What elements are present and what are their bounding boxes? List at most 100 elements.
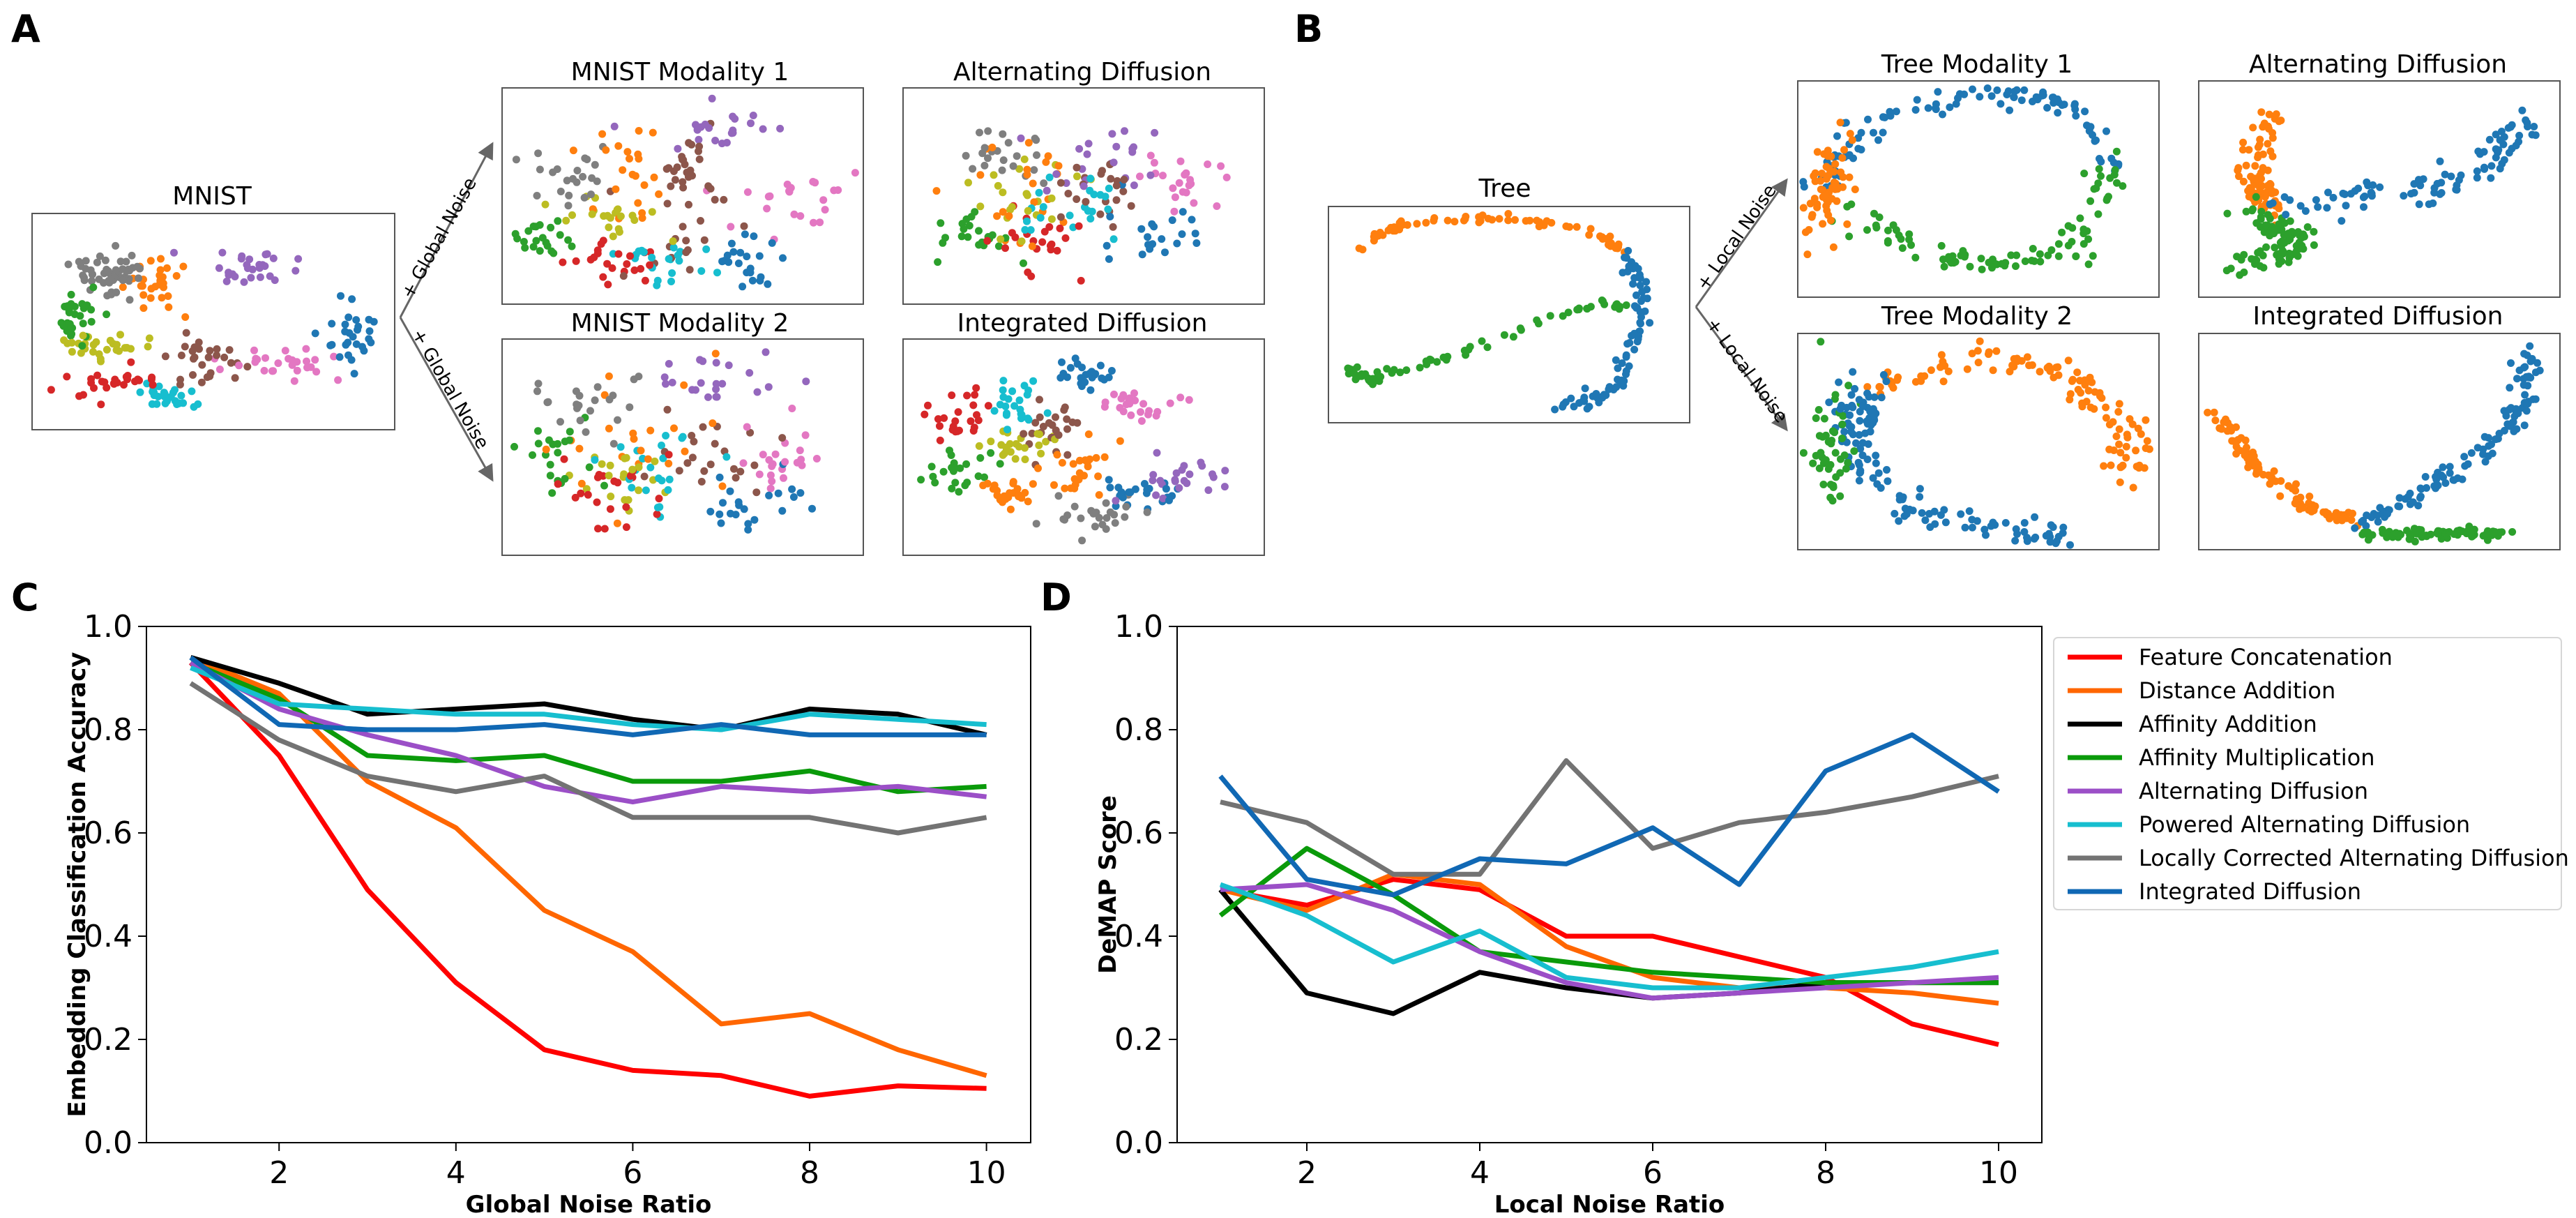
scatter-point [139, 291, 148, 299]
scatter-point [2441, 170, 2449, 179]
scatter-point [614, 416, 621, 424]
scatter-point [622, 523, 630, 532]
scatter-point [653, 510, 661, 518]
b-integrated-diffusion-title: Integrated Diffusion [2253, 302, 2503, 331]
scatter-point [2119, 461, 2127, 469]
scatter-point [106, 336, 114, 345]
scatter-point [1111, 519, 1119, 527]
scatter-point [1146, 171, 1155, 179]
scatter-point [198, 361, 206, 369]
scatter-point [1054, 431, 1063, 439]
scatter-point [999, 130, 1007, 138]
scatter-point [605, 424, 613, 433]
scatter-point [1872, 221, 1880, 230]
scatter-point [2100, 462, 2108, 470]
scatter-point [734, 260, 743, 267]
scatter-point [669, 237, 677, 246]
scatter-point [182, 329, 190, 337]
scatter-point [741, 230, 749, 239]
scatter-point [927, 463, 936, 471]
scatter-point [1158, 235, 1166, 243]
scatter-point [1413, 220, 1421, 228]
scatter-point [796, 446, 804, 455]
scatter-point [1570, 403, 1578, 411]
scatter-point [1614, 364, 1622, 373]
scatter-point [709, 419, 717, 428]
scatter-point [1818, 170, 1826, 178]
scatter-point [1161, 248, 1169, 257]
mnist-modality-1-scatter [511, 94, 859, 291]
scatter-point [566, 436, 574, 444]
scatter-point [2097, 172, 2105, 180]
legend-entry: Powered Alternating Diffusion [2139, 811, 2470, 838]
scatter-point [2496, 165, 2504, 173]
scatter-point [1533, 316, 1541, 324]
scatter-point [1927, 366, 1935, 375]
scatter-point [1116, 437, 1124, 445]
scatter-point [595, 471, 603, 479]
scatter-point [653, 276, 662, 285]
scatter-point [2054, 363, 2062, 371]
scatter-point [590, 253, 598, 262]
scatter-point [1107, 367, 1116, 375]
scatter-point [2416, 494, 2424, 502]
scatter-point [1178, 230, 1186, 239]
scatter-point [776, 124, 785, 133]
scatter-point [1585, 231, 1593, 239]
scatter-point [646, 261, 654, 269]
scatter-point [1029, 480, 1037, 488]
scatter-point [2006, 106, 2014, 114]
scatter-point [626, 155, 633, 163]
scatter-point [1630, 345, 1639, 354]
demap-y-tick-label: 1.0 [1114, 609, 1163, 645]
scatter-point [97, 400, 105, 409]
scatter-point [2252, 193, 2260, 201]
scatter-point [669, 243, 678, 252]
tree-modality-2-scatter [1799, 337, 2153, 549]
scatter-point [120, 381, 128, 389]
scatter-point [1036, 413, 1044, 421]
scatter-point [1086, 215, 1095, 223]
scatter-point [547, 247, 556, 255]
scatter-point [533, 387, 541, 396]
scatter-point [2257, 169, 2265, 176]
scatter-point [599, 273, 607, 281]
scatter-point [341, 320, 349, 329]
scatter-point [1052, 170, 1061, 179]
scatter-point [697, 478, 706, 486]
scatter-point [47, 386, 55, 394]
scatter-point [1636, 281, 1644, 290]
accuracy-line-chart: 0.0 0.2 0.4 0.6 0.8 1.0 2 4 6 8 10 Global Noise Rat… [63, 609, 1031, 1218]
scatter-point [1847, 423, 1856, 431]
accuracy-x-tick-label: 2 [269, 1155, 289, 1191]
accuracy-y-tick-label: 0.2 [84, 1022, 132, 1058]
scatter-point [112, 288, 121, 296]
scatter-point [2432, 475, 2441, 483]
scatter-point [2242, 207, 2250, 216]
scatter-point [1969, 85, 1976, 93]
scatter-point [727, 223, 735, 231]
scatter-point [796, 489, 805, 497]
scatter-point [821, 206, 829, 214]
scatter-point [1029, 377, 1038, 385]
scatter-point [2245, 193, 2253, 201]
scatter-point [695, 147, 702, 156]
scatter-point [1088, 368, 1096, 376]
scatter-point [2341, 190, 2349, 198]
scatter-point [1864, 115, 1872, 123]
scatter-point [1402, 366, 1411, 375]
scatter-point [612, 185, 620, 193]
scatter-point [1965, 507, 1973, 516]
scatter-point [1559, 403, 1567, 411]
accuracy-y-tick-label: 0.0 [84, 1125, 132, 1161]
scatter-point [2463, 527, 2471, 535]
scatter-point [996, 460, 1004, 468]
scatter-point [1112, 502, 1120, 510]
scatter-point [660, 373, 669, 382]
scatter-point [673, 163, 681, 172]
scatter-point [1872, 451, 1880, 460]
scatter-point [1073, 360, 1082, 368]
scatter-point [281, 347, 289, 355]
panel-letter-d: D [1040, 576, 1072, 619]
scatter-point [573, 167, 582, 174]
